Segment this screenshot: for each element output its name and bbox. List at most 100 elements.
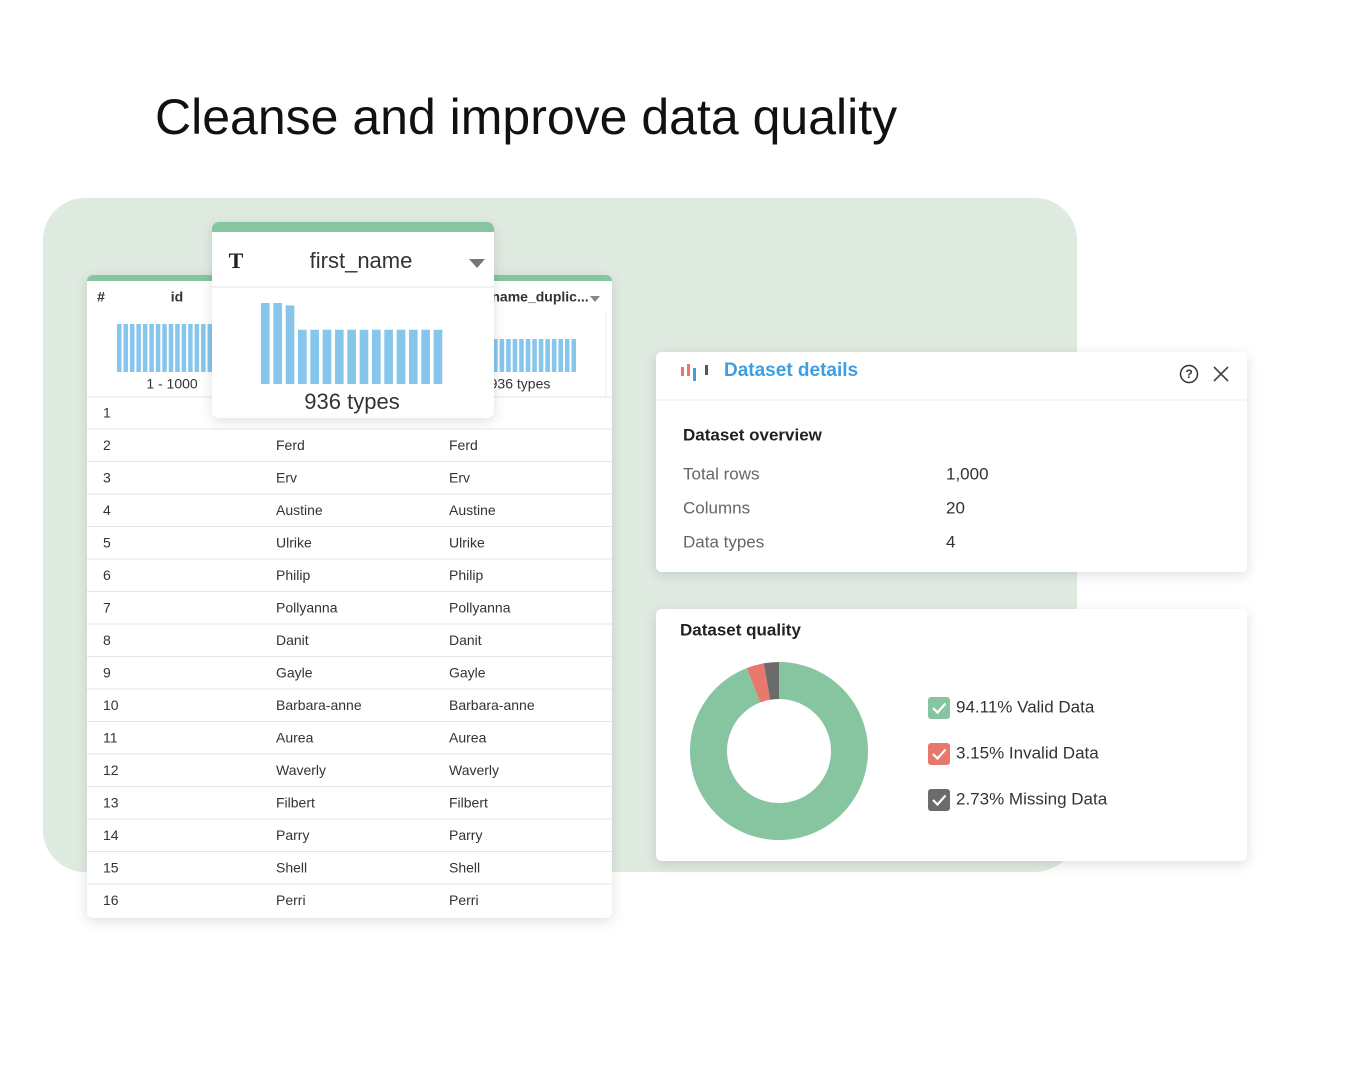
- type-icon: T: [229, 248, 244, 273]
- table-cell: Erv: [449, 470, 470, 486]
- histogram-bar: [136, 324, 141, 372]
- histogram-bar: [181, 324, 187, 372]
- legend-check: [932, 748, 947, 761]
- histogram-bar: [162, 324, 167, 372]
- histogram-bar: [545, 339, 550, 372]
- table-cell: Gayle: [449, 665, 486, 681]
- histogram-bar: [335, 329, 344, 384]
- donut-chart: 94.11% Valid Data 3.15% Invalid Data 2.73%…: [690, 662, 1108, 841]
- histogram-bar: [532, 339, 537, 372]
- table-cell: Ferd: [276, 437, 305, 453]
- histogram-bar: [285, 305, 295, 384]
- histogram-bar: [512, 339, 518, 372]
- table-cell: 6: [103, 567, 111, 583]
- histogram-bar: [359, 329, 369, 384]
- item-label: Columns: [683, 498, 750, 517]
- table-cell: 2: [103, 437, 111, 453]
- table-cell: Aurea: [449, 730, 487, 746]
- table-cell: Ferd: [449, 437, 478, 453]
- histogram-bar: [372, 329, 381, 384]
- table-cell: 5: [103, 535, 111, 551]
- histogram-bar: [506, 339, 511, 372]
- histogram-bar: [155, 324, 161, 372]
- table-cell: 10: [103, 697, 119, 713]
- histogram-bar: [142, 324, 148, 372]
- table-cell: 12: [103, 762, 119, 778]
- page-title: Cleanse and improve data quality: [155, 89, 897, 145]
- column-popup: T first_name 936 types: [212, 222, 494, 418]
- details-background: [656, 352, 1247, 572]
- quality-title: Dataset quality: [680, 620, 801, 639]
- legend-label: 2.73% Missing Data: [956, 789, 1108, 808]
- legend-check: [932, 702, 947, 715]
- table-cell: Perri: [449, 892, 479, 908]
- histogram-bar: [310, 329, 319, 384]
- histogram-bar: [123, 324, 128, 372]
- histogram-bar: [201, 324, 206, 372]
- overview-list: Total rows 1,000 Columns 20 Data types 4: [683, 464, 989, 551]
- table-cell: Pollyanna: [449, 600, 511, 616]
- histogram-bar: [194, 324, 200, 372]
- item-value: 20: [946, 498, 965, 517]
- table-cell: Danit: [449, 632, 482, 648]
- table-cell: Austine: [449, 502, 496, 518]
- table-cell: Filbert: [449, 795, 488, 811]
- histogram-bar: [322, 329, 332, 384]
- item-value: 1,000: [946, 464, 989, 483]
- table-cell: Filbert: [276, 795, 315, 811]
- histogram-bar: [175, 324, 180, 372]
- item-label: Data types: [683, 532, 764, 551]
- table-cell: Perri: [276, 892, 306, 908]
- table-cell: Waverly: [276, 762, 326, 778]
- histogram-bar: [188, 324, 193, 372]
- histogram-bar: [564, 339, 570, 372]
- table-cell: 8: [103, 632, 111, 648]
- table-cell: Barbara-anne: [276, 697, 362, 713]
- type-icon: #: [97, 289, 105, 305]
- histogram-bar: [493, 339, 498, 372]
- histogram-bar: [538, 339, 544, 372]
- item-value: 4: [946, 532, 955, 551]
- close-button[interactable]: [1213, 366, 1229, 382]
- table-cell: 13: [103, 795, 119, 811]
- help-icon: ?: [1185, 367, 1192, 381]
- histogram-bar: [519, 339, 524, 372]
- dropdown-arrow[interactable]: [469, 259, 485, 268]
- table-cell: 4: [103, 502, 111, 518]
- column-name: first_name: [310, 248, 413, 273]
- details-icon: [681, 364, 708, 381]
- histogram-bar: [558, 339, 563, 372]
- details-card: Dataset details ? Dataset overview Total…: [656, 352, 1247, 572]
- quality-card: Dataset quality 94.11% Valid Data 3.15% I…: [656, 609, 1247, 861]
- table-cell: Shell: [276, 860, 307, 876]
- table-cell: 7: [103, 600, 111, 616]
- table-cell: Philip: [449, 567, 483, 583]
- column-name: name_duplic...: [491, 289, 588, 305]
- table-cell: 16: [103, 892, 119, 908]
- histogram-bar: [571, 339, 577, 372]
- legend-check: [932, 794, 947, 807]
- table-cell: Gayle: [276, 665, 313, 681]
- dropdown-arrow[interactable]: [590, 296, 600, 302]
- table-cell: 1: [103, 405, 111, 421]
- histogram-bar: [551, 339, 557, 372]
- column-summary: 1 - 1000: [146, 376, 198, 392]
- table-cell: 14: [103, 827, 119, 843]
- histogram-bar: [347, 329, 356, 384]
- histogram-bar: [149, 324, 154, 372]
- histogram-bar: [384, 329, 393, 384]
- histogram-bar: [129, 324, 135, 372]
- table-cell: 3: [103, 470, 111, 486]
- donut-segment: [763, 662, 779, 700]
- histogram-bar: [117, 324, 122, 372]
- table-cell: Waverly: [449, 762, 499, 778]
- legend-checkbox: [928, 743, 950, 765]
- table-cell: Ulrike: [276, 535, 312, 551]
- table-cell: Barbara-anne: [449, 697, 535, 713]
- table-cell: 9: [103, 665, 111, 681]
- histogram-bar: [499, 339, 505, 372]
- help-button[interactable]: [1179, 364, 1199, 384]
- histogram-bar: [261, 303, 270, 384]
- table-cell: Austine: [276, 502, 323, 518]
